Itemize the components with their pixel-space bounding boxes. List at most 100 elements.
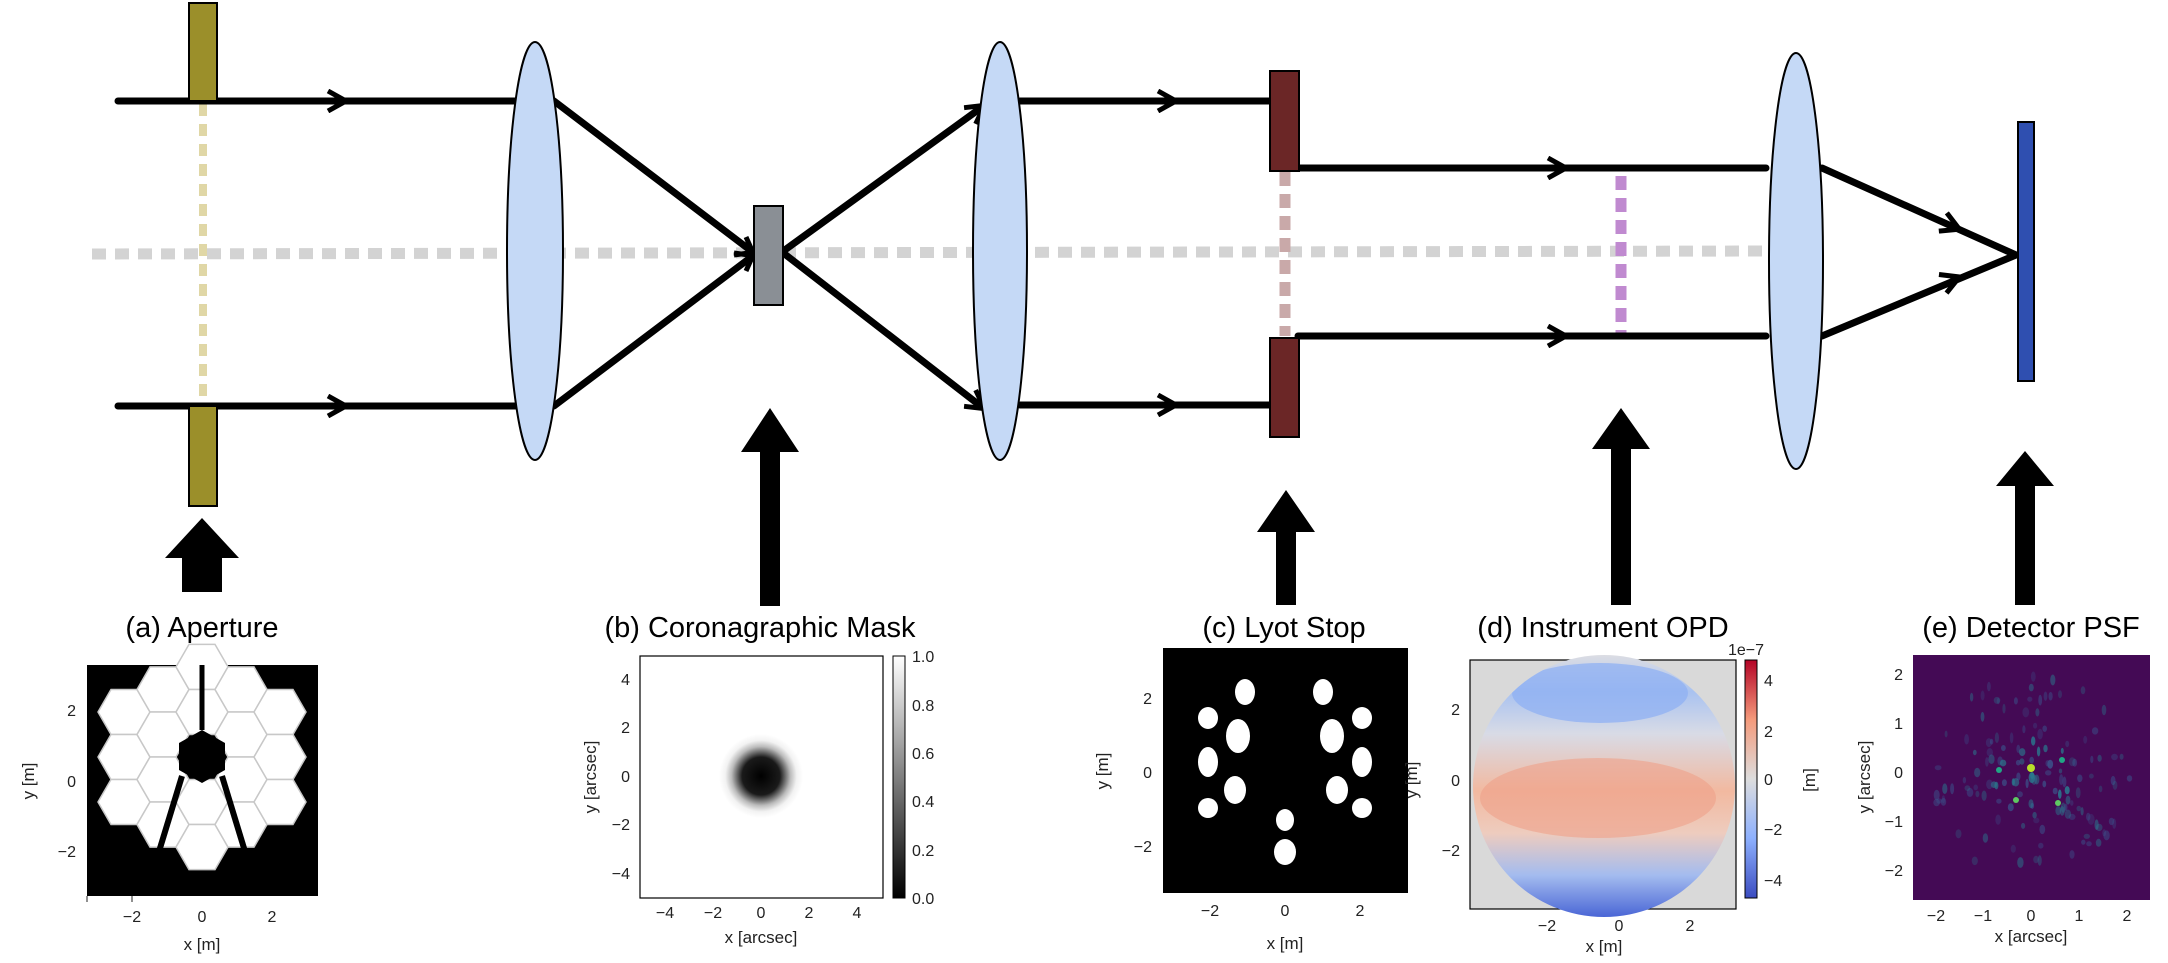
psf-speckle [2017, 791, 2023, 798]
psf-speckle [1933, 789, 1940, 801]
psf-speckle [1955, 829, 1962, 839]
panel-b-mask-plot [639, 655, 906, 899]
psf-speckle [2059, 774, 2064, 786]
lyot-stop-top [1269, 70, 1300, 172]
panel-a-title: (a) Aperture [125, 612, 278, 644]
psf-speckle [2010, 844, 2016, 853]
panel-a-axes: −2 0 2 2 0 −2 x [m] y [m] [19, 703, 277, 954]
psf-speckle [2076, 805, 2082, 812]
opd-blue-lobe [1512, 663, 1688, 723]
psf-speckle [2001, 779, 2007, 787]
colorbar-tick-label: 0.0 [912, 891, 934, 908]
mask-spot [719, 734, 803, 818]
colorbar-tick-label: 0.2 [912, 843, 934, 860]
y-tick-label: −4 [612, 866, 630, 883]
colorbar-tick-label: 0.8 [912, 698, 934, 715]
x-tick-label: 2 [1686, 918, 1695, 935]
psf-speckle [2035, 708, 2040, 717]
x-tick-label: 2 [805, 905, 814, 922]
psf-speckle [2075, 787, 2081, 799]
psf-speckle [1966, 787, 1974, 797]
psf-speckle [1980, 711, 1985, 722]
up-arrow-detector [1996, 451, 2054, 605]
psf-speckle [2065, 740, 2070, 748]
panel-d-axes: −2 0 2 2 0 −2 x [m] y [m] 1e−7 4 2 0 −2 … [1402, 642, 1819, 956]
psf-speckle [2030, 772, 2035, 779]
psf-speckle [2038, 842, 2044, 849]
psf-speckle [2102, 829, 2107, 837]
y-tick-label: −2 [58, 844, 76, 861]
beam-segment [778, 106, 982, 256]
y-tick-label: 1 [1894, 716, 1903, 733]
psf-speckle [2042, 780, 2047, 788]
panel-b-axes: −4 −2 0 2 4 4 2 0 −2 −4 x [arcsec] y [ar… [581, 649, 934, 947]
psf-speckle [2098, 785, 2103, 793]
psf-speckle [2042, 725, 2047, 732]
psf-speckle [2022, 707, 2030, 718]
psf-speckle [2050, 674, 2056, 686]
y-axis-label: y [m] [1093, 753, 1112, 790]
psf-speckle [1962, 777, 1967, 784]
y-tick-label: 2 [67, 703, 76, 720]
y-axis-label: y [arcsec] [581, 741, 600, 814]
psf-speckle [2080, 686, 2086, 695]
psf-speckle [2097, 754, 2102, 762]
x-tick-label: −2 [1927, 908, 1945, 925]
psf-speckle [2012, 778, 2020, 787]
psf-speckle [2016, 772, 2021, 781]
y-tick-label: 2 [1143, 691, 1152, 708]
beam-segment [550, 254, 754, 410]
colorbar-label: [m] [1800, 768, 1819, 792]
psf-speckle [2108, 817, 2115, 826]
psf-speckle [2043, 744, 2048, 753]
psf-speckle [1994, 732, 1999, 743]
colorbar-tick-label: 0.6 [912, 746, 934, 763]
psf-speckle [1975, 790, 1980, 798]
psf-speckle [2019, 748, 2026, 757]
psf-speckle [2091, 727, 2099, 735]
x-tick-label: 0 [1615, 918, 1624, 935]
colorbar-tick-label: −4 [1764, 873, 1782, 890]
pointer-arrows [165, 408, 2054, 606]
psf-speckle [1987, 681, 1991, 692]
x-tick-label: 0 [198, 909, 207, 926]
psf-speckle [1986, 779, 1993, 790]
psf-speckles [1933, 671, 2133, 868]
y-tick-label: −2 [1885, 863, 1903, 880]
psf-speckle [1971, 856, 1978, 866]
psf-speckle [2083, 735, 2088, 744]
psf-speckle [1933, 798, 1940, 807]
psf-speckle [2037, 855, 2042, 866]
x-tick-label: 0 [757, 905, 766, 922]
psf-speckle [2045, 770, 2052, 776]
psf-speckle [2112, 818, 2117, 829]
psf-speckle [1996, 697, 2000, 705]
panel-e-psf-plot [1913, 655, 2150, 900]
up-arrow-lyot [1257, 490, 1315, 605]
lyot-stop-bottom [1269, 337, 1300, 438]
psf-speckle [2048, 691, 2053, 701]
psf-peak [2055, 800, 2061, 806]
up-arrow-aperture [165, 518, 239, 592]
psf-speckle [1950, 783, 1955, 795]
psf-speckle [1964, 734, 1969, 745]
beam-segment [1818, 251, 2020, 340]
psf-speckle [2047, 759, 2054, 769]
psf-speckle [2034, 774, 2040, 785]
coronagraphic-mask [753, 205, 784, 306]
psf-speckle [2086, 812, 2091, 821]
x-tick-label: 0 [1281, 903, 1290, 920]
psf-speckle [2119, 753, 2124, 760]
y-tick-label: −2 [612, 817, 630, 834]
opd-red-lobe [1480, 758, 1716, 838]
colorbar-tick-label: 1.0 [912, 649, 934, 666]
y-tick-label: 4 [621, 672, 630, 689]
psf-speckle [2072, 758, 2078, 767]
psf-speckle [2030, 671, 2036, 682]
psf-speckle [1993, 696, 2001, 704]
y-tick-label: −2 [1442, 843, 1460, 860]
x-tick-label: 2 [268, 909, 277, 926]
psf-speckle [1980, 690, 1985, 701]
y-tick-label: 0 [1143, 765, 1152, 782]
psf-speckle [2017, 857, 2024, 868]
